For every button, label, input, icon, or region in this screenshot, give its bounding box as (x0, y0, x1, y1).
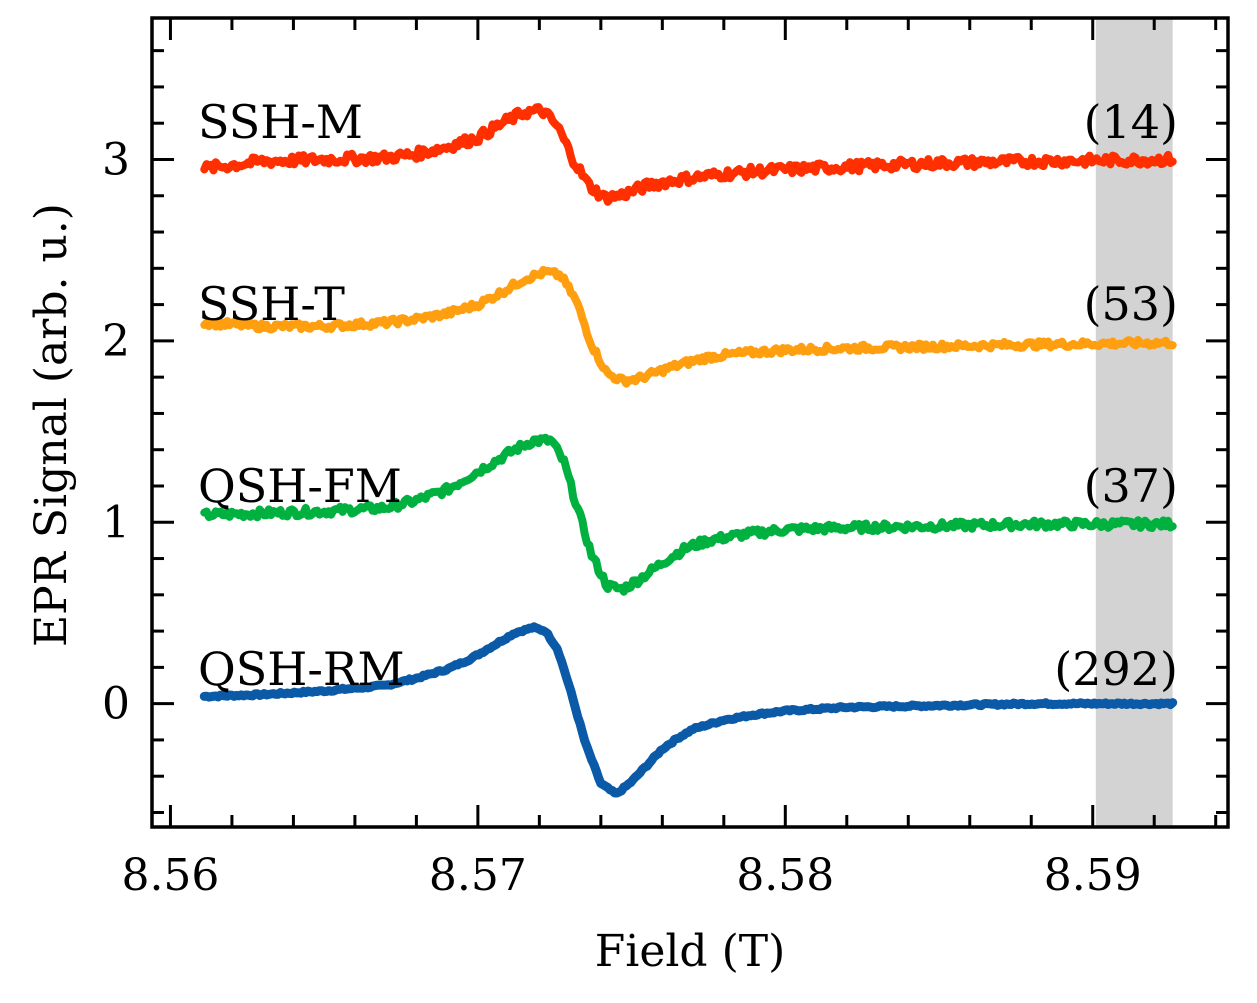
curve-labels: QSH-RM QSH-FM SSH-T SSH-M (198, 95, 405, 696)
y-tick-label: 1 (102, 497, 130, 548)
x-tick-label: 8.59 (1044, 850, 1142, 901)
y-axis-title: EPR Signal (arb. u.) (26, 203, 77, 647)
y-tick-label: 0 (102, 679, 130, 730)
series-line-qsh-fm (200, 433, 1177, 596)
scale-factor-ssh-m: (14) (1084, 95, 1178, 149)
x-axis-title: Field (T) (595, 926, 786, 977)
x-tick-label: 8.58 (736, 850, 834, 901)
y-tick-label: 2 (102, 316, 130, 367)
scale-factor-qsh-fm: (37) (1084, 459, 1178, 513)
x-tick-label: 8.57 (429, 850, 527, 901)
x-tick-labels: 8.56 8.57 8.58 8.59 (121, 850, 1141, 901)
scale-factors: (292) (37) (53) (14) (1054, 95, 1178, 696)
y-tick-labels: 0 1 2 3 (102, 134, 130, 729)
curve-label-ssh-t: SSH-T (198, 277, 345, 331)
series-group (199, 103, 1178, 798)
scale-factor-qsh-rm: (292) (1054, 642, 1178, 696)
axis-ticks (152, 18, 1228, 827)
curve-label-ssh-m: SSH-M (198, 95, 363, 149)
series-line-ssh-m (200, 103, 1177, 206)
plot-frame (150, 16, 1230, 829)
curve-label-qsh-rm: QSH-RM (198, 642, 405, 696)
scale-factor-ssh-t: (53) (1084, 277, 1178, 331)
series-line-ssh-t (200, 265, 1177, 388)
series-line-qsh-rm (199, 622, 1178, 798)
curve-label-qsh-fm: QSH-FM (198, 459, 402, 513)
x-tick-label: 8.56 (121, 850, 219, 901)
y-tick-label: 3 (102, 134, 130, 185)
